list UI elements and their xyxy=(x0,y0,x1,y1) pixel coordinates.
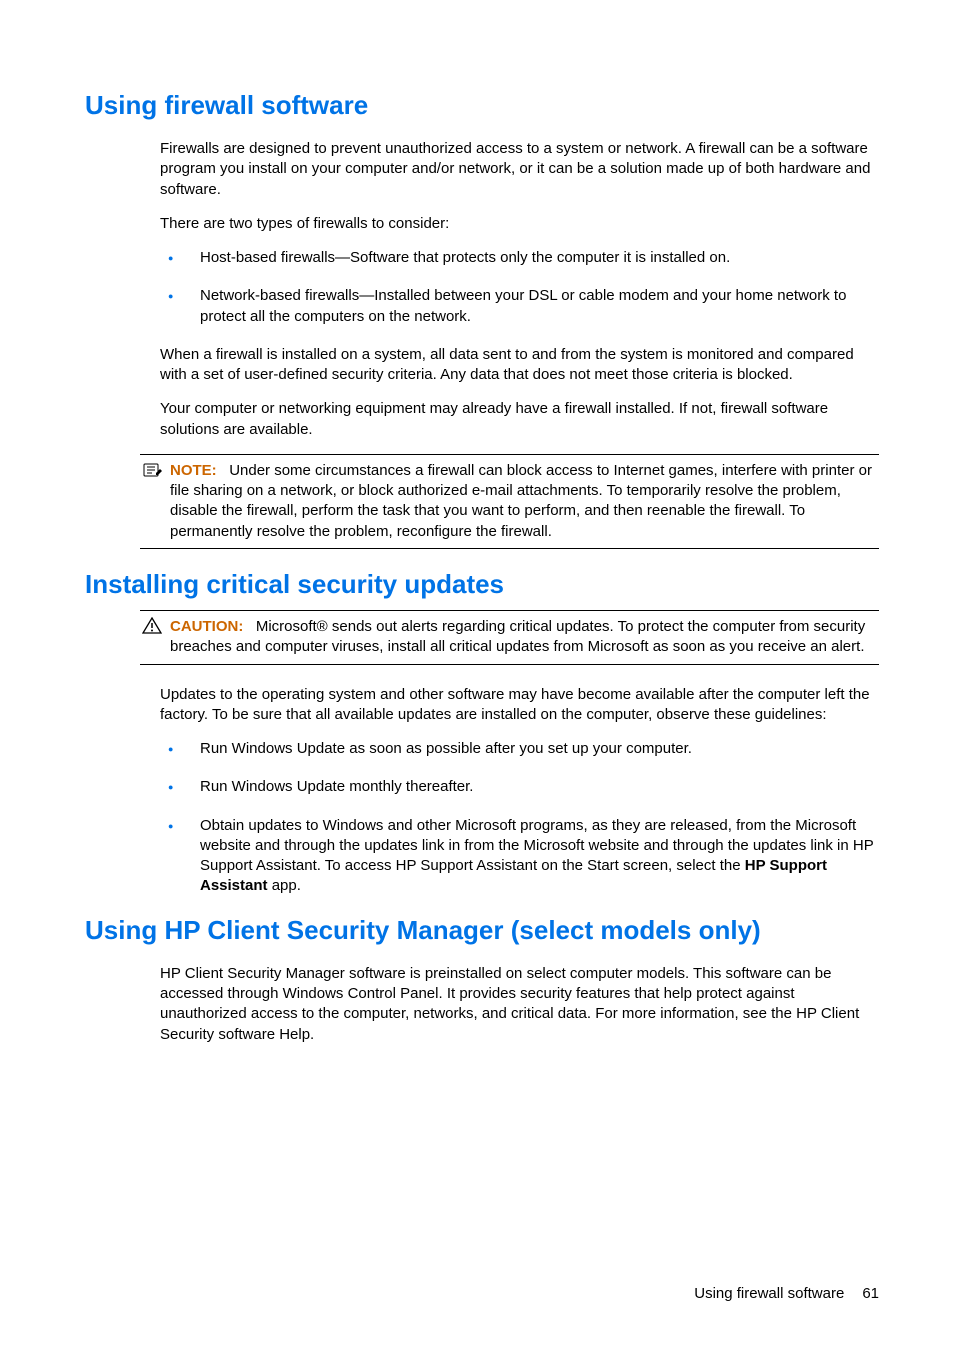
note-label: NOTE: xyxy=(170,462,217,479)
paragraph: Firewalls are designed to prevent unauth… xyxy=(160,139,879,200)
heading-updates: Installing critical security updates xyxy=(85,569,879,600)
paragraph: Updates to the operating system and othe… xyxy=(160,685,879,726)
caution-callout: CAUTION: Microsoft® sends out alerts reg… xyxy=(140,610,879,665)
caution-label: CAUTION: xyxy=(170,618,243,635)
page-number: 61 xyxy=(862,1285,879,1302)
page-footer: Using firewall software 61 xyxy=(85,1285,879,1302)
paragraph: There are two types of firewalls to cons… xyxy=(160,214,879,234)
note-text: Under some circumstances a firewall can … xyxy=(170,462,872,540)
heading-firewall: Using firewall software xyxy=(85,90,879,121)
list-item: Run Windows Update monthly thereafter. xyxy=(160,777,879,797)
note-callout: NOTE: Under some circumstances a firewal… xyxy=(140,454,879,549)
list-item: Host-based firewalls—Software that prote… xyxy=(160,248,879,268)
paragraph: When a firewall is installed on a system… xyxy=(160,345,879,386)
heading-client-security: Using HP Client Security Manager (select… xyxy=(85,915,879,946)
list-item: Run Windows Update as soon as possible a… xyxy=(160,739,879,759)
paragraph: Your computer or networking equipment ma… xyxy=(160,399,879,440)
footer-text: Using firewall software xyxy=(694,1285,844,1302)
list-item: Obtain updates to Windows and other Micr… xyxy=(160,816,879,897)
bullet-list: Run Windows Update as soon as possible a… xyxy=(160,739,879,897)
caution-text: Microsoft® sends out alerts regarding cr… xyxy=(170,618,865,655)
note-icon xyxy=(142,461,162,483)
bullet-list: Host-based firewalls—Software that prote… xyxy=(160,248,879,327)
caution-icon xyxy=(142,617,162,639)
list-item: Network-based firewalls—Installed betwee… xyxy=(160,286,879,327)
paragraph: HP Client Security Manager software is p… xyxy=(160,964,879,1045)
